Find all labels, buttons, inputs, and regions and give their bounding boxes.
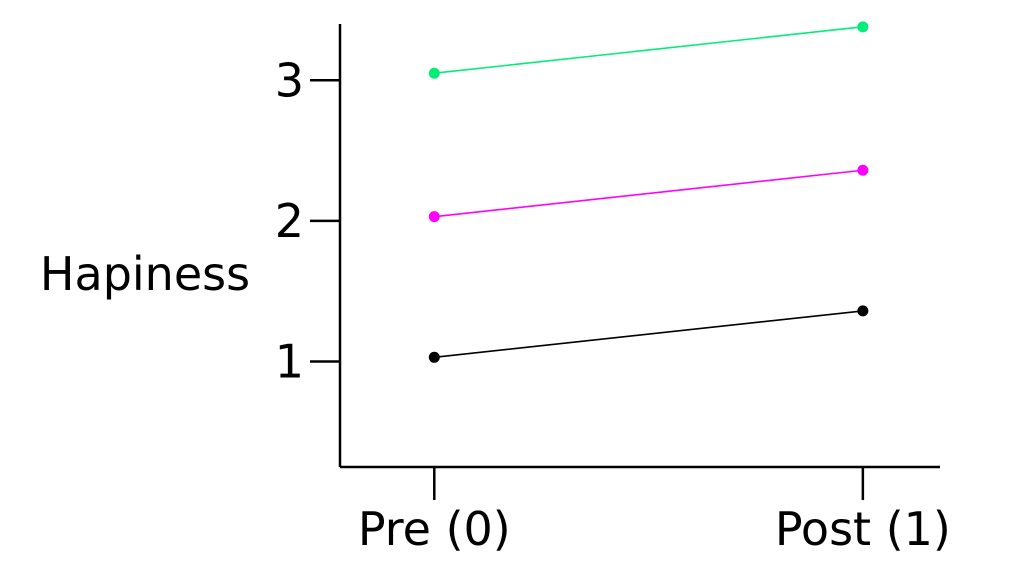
series-1-line [434, 169, 863, 218]
series-0 [428, 305, 869, 363]
y-tick-label-1: 1 [275, 335, 304, 389]
y-tick-label-3: 3 [275, 53, 304, 107]
series-0-point-1 [857, 305, 869, 317]
series-1 [428, 164, 869, 223]
y-tick-label-2: 2 [275, 194, 304, 248]
series-0-line [434, 310, 863, 359]
x-tick-label-1: Post (1) [775, 502, 951, 556]
series-2-point-1 [857, 21, 869, 33]
series-2 [428, 21, 869, 79]
series-2-line [434, 26, 863, 75]
y-axis-label: Hapiness [40, 247, 250, 301]
series-layer [428, 21, 869, 363]
series-1-point-0 [428, 211, 440, 223]
series-1-point-1 [857, 164, 869, 176]
x-tick-label-0: Pre (0) [358, 502, 511, 556]
series-2-point-0 [428, 67, 440, 79]
axes: 1 2 3 Pre (0) Post (1) [275, 24, 951, 556]
series-0-point-0 [428, 351, 440, 363]
